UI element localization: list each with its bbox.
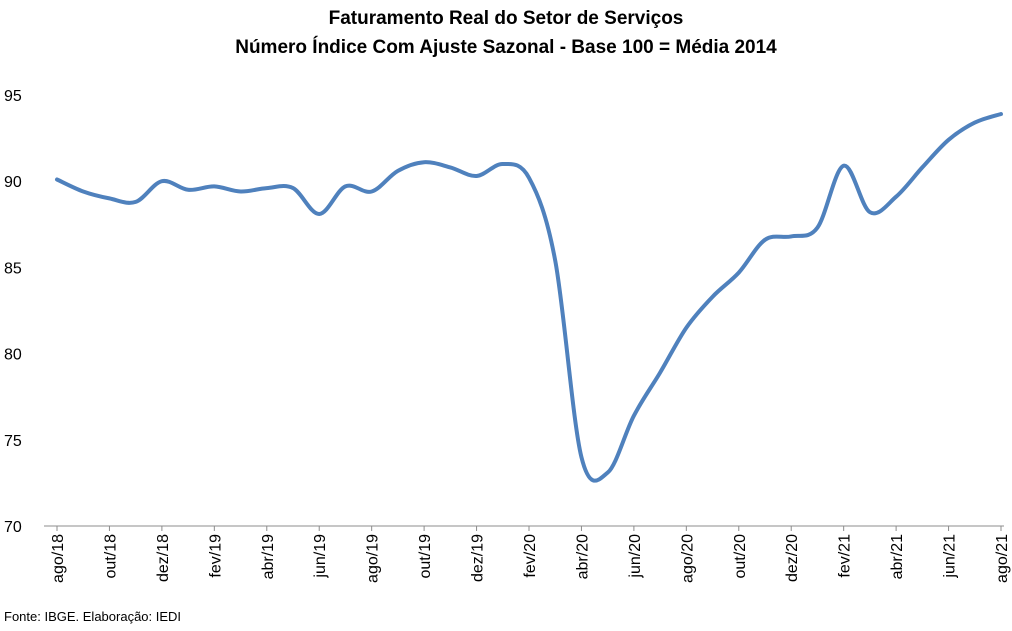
x-tick-label: dez/19 bbox=[470, 534, 487, 582]
x-tick-label: ago/21 bbox=[994, 534, 1011, 583]
x-tick-label: out/18 bbox=[102, 534, 119, 579]
x-tick-label: out/20 bbox=[732, 534, 749, 579]
x-tick-label: out/19 bbox=[417, 534, 434, 579]
x-tick-label: ago/18 bbox=[50, 534, 67, 583]
x-tick-label: ago/19 bbox=[365, 534, 382, 583]
y-axis: 70 75 80 85 90 95 bbox=[4, 88, 22, 536]
x-tick-label: ago/20 bbox=[679, 534, 696, 583]
x-tick-label: jun/20 bbox=[627, 534, 644, 579]
x-tick-label: fev/21 bbox=[837, 534, 854, 578]
x-tick-label: abr/19 bbox=[260, 534, 277, 579]
x-tick-label: abr/21 bbox=[889, 534, 906, 579]
x-tick-label: jun/19 bbox=[312, 534, 329, 579]
x-axis: ago/18 out/18 dez/18 fev/19 abr/19 jun/19 ago/… bbox=[44, 525, 1011, 583]
y-tick-label: 95 bbox=[4, 88, 22, 105]
x-tick-label: abr/20 bbox=[574, 534, 591, 579]
series-layer bbox=[55, 112, 1003, 483]
series-line bbox=[55, 112, 1003, 483]
y-tick-label: 80 bbox=[4, 347, 22, 364]
x-tick-label: dez/20 bbox=[784, 534, 801, 582]
x-tick-label: fev/19 bbox=[207, 534, 224, 578]
source-note: Fonte: IBGE. Elaboração: IEDI bbox=[4, 609, 182, 624]
chart-title: Faturamento Real do Setor de Serviços bbox=[329, 8, 684, 29]
y-tick-label: 70 bbox=[4, 519, 22, 536]
y-tick-label: 85 bbox=[4, 260, 22, 277]
y-tick-label: 90 bbox=[4, 174, 22, 191]
chart-subtitle: Número Índice Com Ajuste Sazonal - Base … bbox=[235, 36, 777, 58]
x-tick-label: dez/18 bbox=[155, 534, 172, 582]
y-tick-label: 75 bbox=[4, 433, 22, 450]
x-tick-label: jun/21 bbox=[942, 534, 959, 579]
x-tick-label: fev/20 bbox=[522, 534, 539, 578]
